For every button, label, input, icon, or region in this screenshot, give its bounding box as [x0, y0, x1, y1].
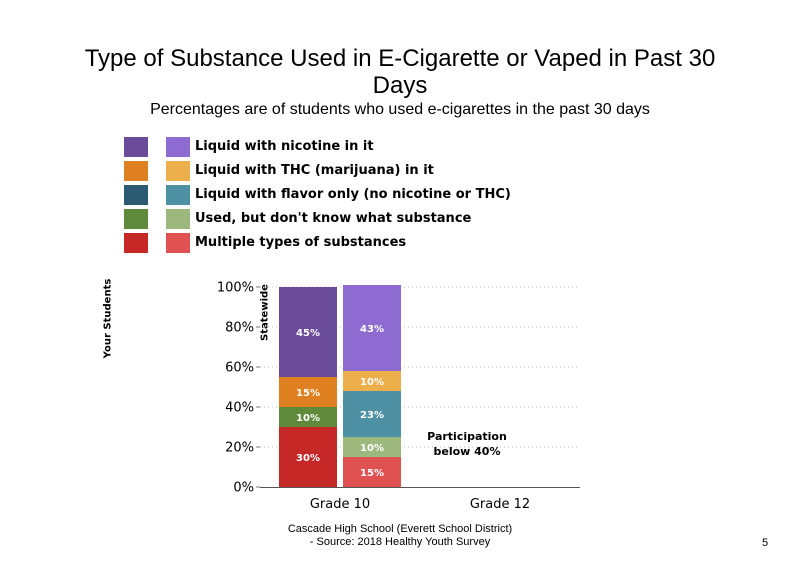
- legend-swatch-statewide: [166, 233, 190, 253]
- data-label: 10%: [296, 413, 320, 424]
- y-tick-label: 20%: [225, 441, 254, 456]
- y-tick-label: 40%: [225, 401, 254, 416]
- legend-item-unknown: Used, but don't know what substance: [104, 209, 524, 229]
- data-label: 15%: [360, 468, 384, 479]
- legend-swatch-statewide: [166, 209, 190, 229]
- x-tick-label: Grade 10: [310, 497, 370, 512]
- data-label: 30%: [296, 453, 320, 464]
- data-label: 10%: [360, 377, 384, 388]
- bar-segment: [279, 427, 337, 487]
- legend-swatch-your-students: [124, 209, 148, 229]
- bar-segment: [279, 287, 337, 377]
- legend-swatch-your-students: [124, 233, 148, 253]
- legend-item-flavor-only: Liquid with flavor only (no nicotine or …: [104, 185, 524, 205]
- legend-statewide-label: Statewide: [259, 284, 271, 341]
- chart-title-line-1: Type of Substance Used in E-Cigarette or…: [84, 45, 716, 72]
- legend-label: Used, but don't know what substance: [195, 211, 472, 226]
- chart-subtitle: Percentages are of students who used e-c…: [150, 101, 650, 118]
- x-tick-label: Grade 12: [470, 497, 530, 512]
- chart-title-line-2: Days: [372, 72, 428, 99]
- bar-segment: [343, 371, 401, 391]
- legend-label: Liquid with flavor only (no nicotine or …: [195, 187, 511, 202]
- bar-segment: [279, 377, 337, 407]
- data-label: 23%: [360, 410, 384, 421]
- data-label: 15%: [296, 388, 320, 399]
- data-label: 10%: [360, 443, 384, 454]
- legend: Your Students Statewide Liquid with nico…: [103, 137, 524, 358]
- legend-swatch-your-students: [124, 161, 148, 181]
- annotation-text: Participation: [427, 430, 507, 443]
- footer-source: Cascade High School (Everett School Dist…: [250, 523, 550, 549]
- y-tick-label: 60%: [225, 361, 254, 376]
- legend-item-multiple: Multiple types of substances: [104, 233, 524, 253]
- legend-swatch-statewide: [166, 161, 190, 181]
- legend-swatch-your-students: [124, 185, 148, 205]
- bar-segment: [343, 457, 401, 487]
- legend-your-students-label: Your Students: [102, 278, 114, 359]
- y-tick-label: 100%: [217, 281, 254, 296]
- bar-segment: [343, 285, 401, 371]
- chart-title: Type of Substance Used in E-Cigarette or…: [60, 45, 740, 99]
- y-tick-label: 0%: [233, 481, 254, 496]
- bar-segment: [343, 437, 401, 457]
- data-label: 43%: [360, 324, 384, 335]
- legend-label: Liquid with THC (marijuana) in it: [195, 163, 434, 178]
- bar-segment: [279, 407, 337, 427]
- legend-swatch-statewide: [166, 185, 190, 205]
- footer-line-1: Cascade High School (Everett School Dist…: [287, 523, 513, 535]
- page-number: 5: [762, 537, 769, 549]
- legend-item-thc: Liquid with THC (marijuana) in it: [104, 161, 524, 181]
- footer-line-2: - Source: 2018 Healthy Youth Survey: [309, 536, 491, 548]
- legend-label: Multiple types of substances: [195, 235, 407, 250]
- annotation-text: below 40%: [434, 445, 501, 458]
- legend-label: Liquid with nicotine in it: [195, 139, 374, 154]
- legend-item-nicotine: Liquid with nicotine in it: [104, 137, 524, 157]
- legend-swatch-statewide: [166, 137, 190, 157]
- y-tick-label: 80%: [225, 321, 254, 336]
- bar-segment: [343, 391, 401, 437]
- data-label: 45%: [296, 328, 320, 339]
- legend-swatch-your-students: [124, 137, 148, 157]
